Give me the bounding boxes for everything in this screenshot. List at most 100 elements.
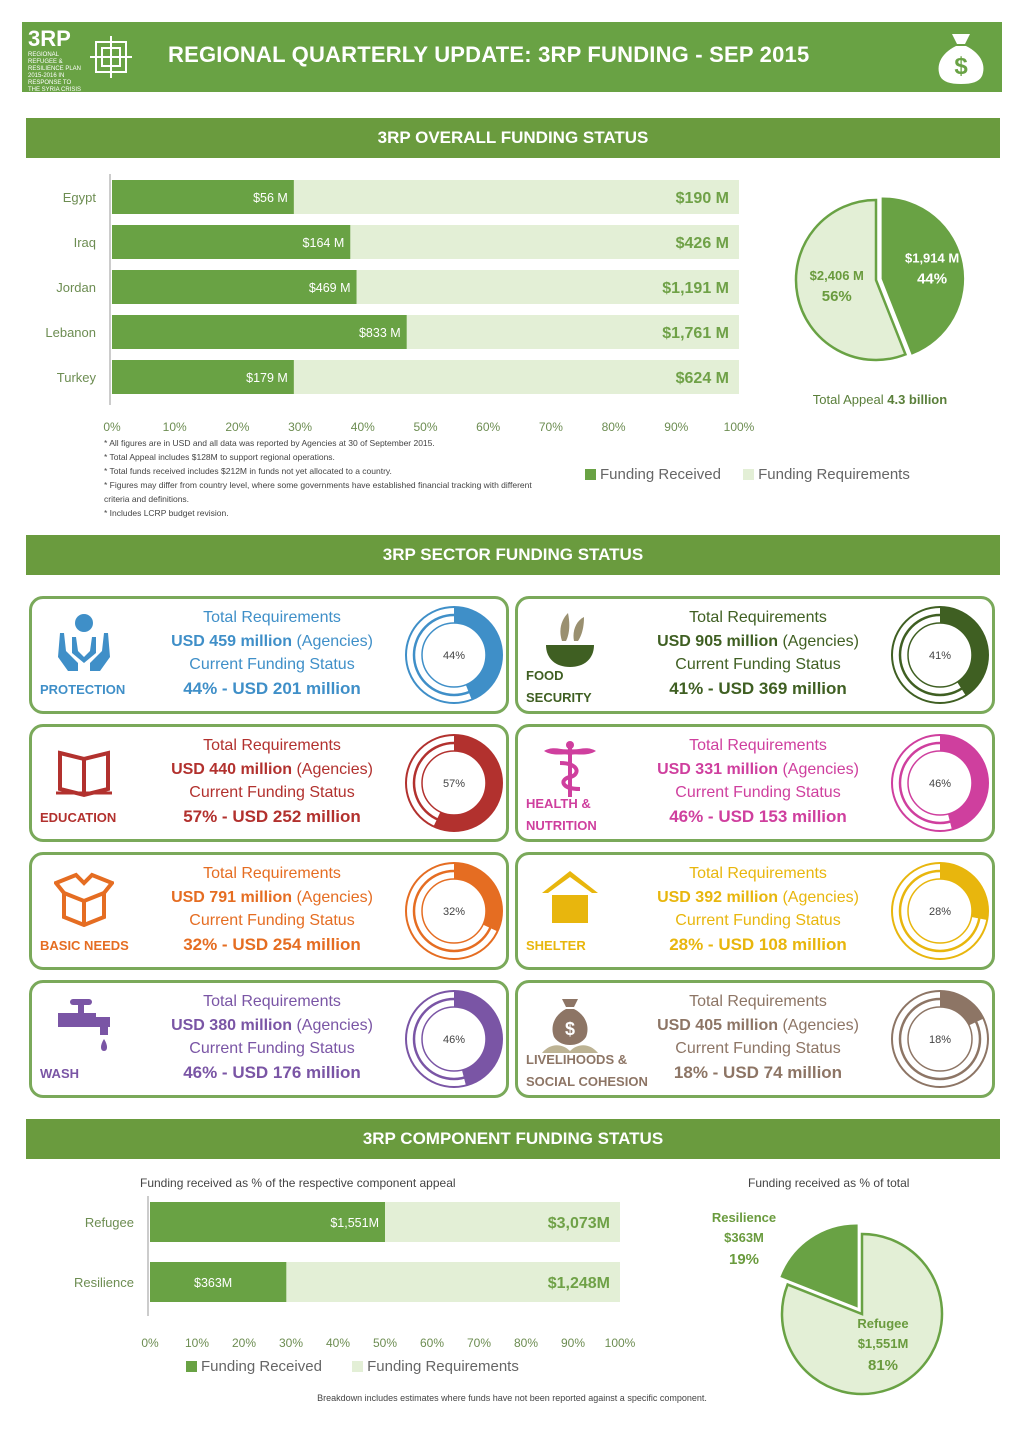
- funding-status-value: 18% - USD 74 million: [673, 1062, 843, 1082]
- legend-swatch-requirements: [743, 469, 755, 480]
- sector-card: EDUCATION Total Requirements USD 440 milli…: [29, 724, 509, 842]
- received-value-label: $833 M: [359, 326, 401, 340]
- bar-received: [112, 270, 357, 304]
- requirement-value: USD 459 million: [171, 632, 292, 650]
- sector-text: Total Requirements USD 459 million (Agenc…: [142, 606, 402, 700]
- sector-text: Total Requirements USD 380 million (Agenc…: [142, 990, 402, 1084]
- sector-name: SHELTER: [526, 935, 586, 957]
- money-bag-icon: $: [938, 34, 984, 84]
- logo-emblem-icon: [90, 36, 132, 78]
- sector-donut-chart: 41%: [891, 606, 989, 704]
- agencies-suffix: (Agencies): [292, 760, 373, 778]
- x-tick-label: 90%: [664, 420, 688, 434]
- sector-name: WASH: [40, 1063, 79, 1085]
- current-funding-label: Current Funding Status: [675, 1040, 841, 1057]
- caduceus-icon: [544, 741, 596, 797]
- note-item: * All figures are in USD and all data wa…: [104, 438, 435, 448]
- donut-percent-label: 18%: [929, 1034, 951, 1046]
- total-requirements-label: Total Requirements: [689, 993, 827, 1010]
- note-item: * Includes LCRP budget revision.: [104, 508, 229, 518]
- legend-label-requirements: Funding Requirements: [758, 466, 910, 483]
- agencies-suffix: (Agencies): [778, 888, 859, 906]
- sector-name: LIVELIHOODS & SOCIAL COHESION: [526, 1049, 648, 1093]
- donut-segment: [940, 735, 988, 830]
- pie-slice: [780, 1224, 858, 1308]
- requirement-amount: USD 459 million (Agencies): [142, 630, 402, 654]
- sector-donut-chart: 32%: [405, 862, 503, 960]
- water-tap-icon: [58, 999, 110, 1051]
- sector-name-line: SOCIAL COHESION: [526, 1074, 648, 1089]
- overall-legend: Funding Received Funding Requirements: [585, 466, 910, 483]
- x-tick-label: 100%: [724, 420, 755, 434]
- received-value-label: $469 M: [309, 281, 351, 295]
- funding-status-value: 46% - USD 153 million: [669, 806, 847, 826]
- donut-segment: [454, 991, 502, 1086]
- requirement-value-label: $426 M: [676, 235, 729, 252]
- funding-status-value: 44% - USD 201 million: [183, 678, 361, 698]
- x-tick-label: 50%: [413, 420, 437, 434]
- donut-segment: [940, 991, 984, 1026]
- sector-name-line: SECURITY: [526, 690, 592, 705]
- requirement-value-label: $624 M: [676, 370, 729, 387]
- section-title-sector: 3RP SECTOR FUNDING STATUS: [26, 535, 1000, 575]
- current-funding-label: Current Funding Status: [675, 912, 841, 929]
- bar-received: [150, 1202, 385, 1242]
- x-tick-label: 30%: [288, 420, 312, 434]
- sector-name: FOOD SECURITY: [526, 665, 592, 709]
- requirement-value: USD 380 million: [171, 1016, 292, 1034]
- note-item: * Total funds received includes $212M in…: [104, 466, 392, 476]
- category-label: Jordan: [56, 280, 96, 295]
- sector-card: FOOD SECURITY Total Requirements USD 905 mi…: [515, 596, 995, 714]
- donut-segment: [454, 607, 503, 700]
- current-funding-label: Current Funding Status: [189, 784, 355, 801]
- logo-subtext: REGIONAL REFUGEE & RESILIENCE PLAN 2015-…: [28, 52, 82, 93]
- svg-text:$: $: [565, 1019, 575, 1039]
- note-item: * Figures may differ from country level,…: [104, 480, 532, 504]
- note-item: * Total Appeal includes $128M to support…: [104, 452, 335, 462]
- sector-card: WASH Total Requirements USD 380 million (A…: [29, 980, 509, 1098]
- header-banner: 3RP REGIONAL REFUGEE & RESILIENCE PLAN 2…: [22, 22, 1002, 93]
- pie-slice-percent: 56%: [822, 288, 852, 305]
- donut-segment: [454, 863, 502, 932]
- x-tick-label: 60%: [420, 1336, 444, 1350]
- sector-donut-chart: 18%: [891, 990, 989, 1088]
- bar-received: [112, 180, 294, 214]
- sector-name: BASIC NEEDS: [40, 935, 129, 957]
- open-book-icon: [56, 750, 112, 798]
- donut-percent-label: 46%: [443, 1034, 465, 1046]
- donut-segment: [940, 607, 988, 696]
- received-value-label: $164 M: [303, 236, 345, 250]
- requirement-amount: USD 791 million (Agencies): [142, 886, 402, 910]
- funding-status-value: 46% - USD 176 million: [183, 1062, 361, 1082]
- requirement-amount: USD 405 million (Agencies): [628, 1014, 888, 1038]
- requirement-value: USD 405 million: [657, 1016, 778, 1034]
- pie-slice-name: Refugee: [857, 1316, 908, 1331]
- current-funding-label: Current Funding Status: [675, 656, 841, 673]
- sector-card: SHELTER Total Requirements USD 392 million…: [515, 852, 995, 970]
- pie-slice-value: $363M: [724, 1230, 764, 1245]
- requirement-amount: USD 331 million (Agencies): [628, 758, 888, 782]
- sector-card: $ LIVELIHOODS & SOCIAL COHESION Total Requi…: [515, 980, 995, 1098]
- x-tick-label: 100%: [605, 1336, 636, 1350]
- donut-percent-label: 46%: [929, 778, 951, 790]
- x-tick-label: 70%: [539, 420, 563, 434]
- x-tick-label: 50%: [373, 1336, 397, 1350]
- pie-slice: [881, 197, 965, 355]
- legend-swatch-requirements: [352, 1361, 364, 1372]
- received-value-label: $363M: [194, 1276, 232, 1290]
- sector-text: Total Requirements USD 905 million (Agenc…: [628, 606, 888, 700]
- food-bowl-icon: [546, 613, 594, 667]
- requirement-amount: USD 392 million (Agencies): [628, 886, 888, 910]
- received-value-label: $56 M: [253, 191, 288, 205]
- money-bag-plant-icon: $: [542, 999, 598, 1053]
- current-funding-label: Current Funding Status: [189, 656, 355, 673]
- total-requirements-label: Total Requirements: [203, 737, 341, 754]
- received-value-label: $179 M: [246, 371, 288, 385]
- x-tick-label: 20%: [232, 1336, 256, 1350]
- section-title-component: 3RP COMPONENT FUNDING STATUS: [26, 1119, 1000, 1159]
- total-requirements-label: Total Requirements: [689, 609, 827, 626]
- category-label: Egypt: [63, 190, 97, 205]
- overall-funding-pie-chart: $1,914 M 44% $2,406 M 56%: [794, 197, 965, 362]
- sector-name: HEALTH & NUTRITION: [526, 793, 597, 837]
- pie-slice-percent: 81%: [868, 1357, 898, 1374]
